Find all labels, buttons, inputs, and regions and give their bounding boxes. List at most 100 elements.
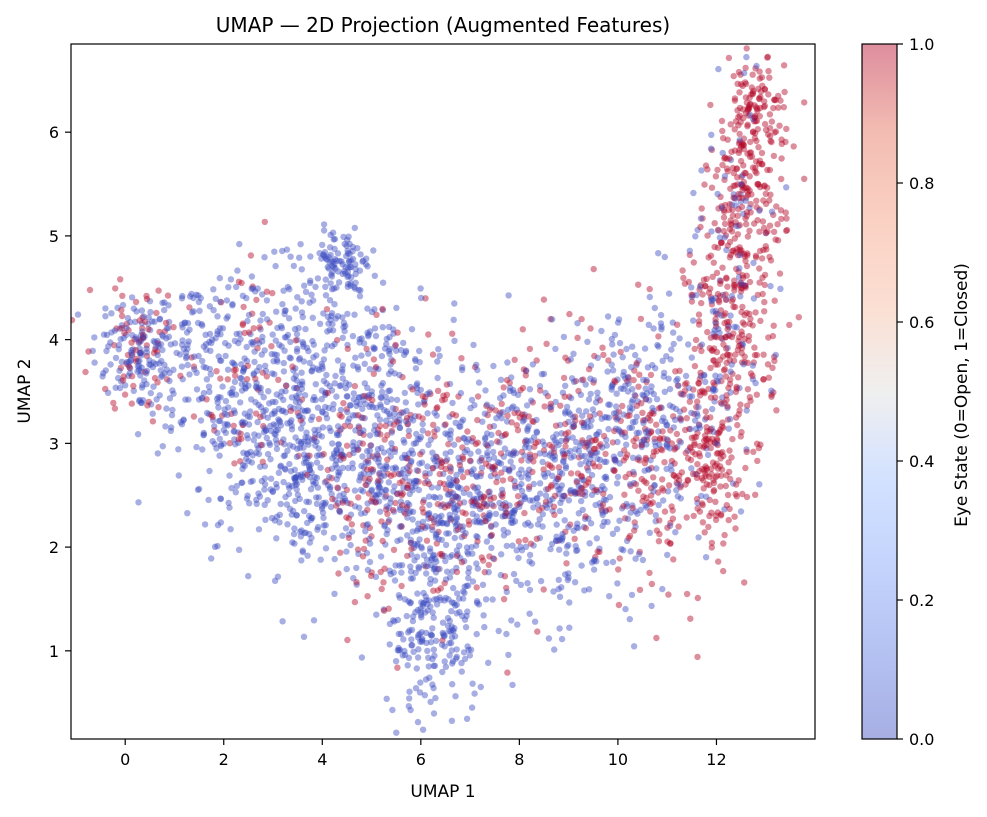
scatter-point xyxy=(396,479,403,487)
scatter-point xyxy=(214,429,221,437)
scatter-point xyxy=(129,346,137,353)
scatter-point xyxy=(547,315,554,323)
scatter-point xyxy=(593,558,600,565)
scatter-point xyxy=(695,380,702,387)
scatter-point xyxy=(640,392,647,399)
scatter-point xyxy=(210,307,217,314)
scatter-point xyxy=(553,431,560,438)
scatter-point xyxy=(499,501,507,508)
scatter-point xyxy=(622,382,629,389)
scatter-point xyxy=(580,423,588,431)
scatter-point xyxy=(465,521,473,528)
scatter-point xyxy=(326,383,333,390)
scatter-point xyxy=(574,320,581,327)
scatter-point xyxy=(300,444,307,451)
scatter-point xyxy=(145,320,152,328)
scatter-point xyxy=(372,365,379,372)
scatter-point xyxy=(776,270,784,277)
scatter-point xyxy=(761,298,768,306)
scatter-point xyxy=(262,427,270,434)
scatter-point xyxy=(703,481,710,488)
scatter-point xyxy=(786,321,793,329)
scatter-point xyxy=(724,404,731,411)
scatter-point xyxy=(622,605,629,613)
scatter-point xyxy=(646,397,653,404)
scatter-point xyxy=(506,387,514,395)
scatter-point xyxy=(308,534,315,542)
scatter-point xyxy=(230,422,237,429)
scatter-point xyxy=(228,391,236,399)
scatter-point xyxy=(340,400,347,407)
scatter-point xyxy=(688,291,695,298)
scatter-point xyxy=(483,442,491,449)
scatter-point xyxy=(726,254,734,261)
scatter-point xyxy=(431,433,438,440)
scatter-point xyxy=(473,532,480,540)
scatter-point xyxy=(424,607,431,614)
scatter-point xyxy=(569,434,576,441)
scatter-point xyxy=(480,612,487,619)
scatter-point xyxy=(212,335,219,342)
scatter-point xyxy=(249,477,256,485)
scatter-point xyxy=(588,559,596,566)
scatter-point xyxy=(736,146,743,154)
scatter-point xyxy=(521,444,529,451)
scatter-point xyxy=(473,473,481,481)
scatter-point xyxy=(346,250,353,257)
scatter-point xyxy=(667,519,674,527)
scatter-point xyxy=(287,355,294,362)
scatter-point xyxy=(291,525,298,532)
scatter-point xyxy=(240,449,247,456)
scatter-point xyxy=(326,486,334,493)
scatter-point xyxy=(354,363,361,371)
scatter-point xyxy=(555,576,562,584)
scatter-point xyxy=(727,376,734,383)
scatter-point xyxy=(256,363,263,371)
scatter-point xyxy=(562,571,569,578)
scatter-point xyxy=(117,276,124,283)
scatter-point xyxy=(327,503,335,511)
scatter-point xyxy=(241,365,248,372)
scatter-point xyxy=(359,405,366,413)
scatter-point xyxy=(364,393,371,400)
scatter-point xyxy=(437,457,444,464)
scatter-point xyxy=(344,408,351,416)
scatter-point xyxy=(450,441,458,448)
scatter-point xyxy=(513,422,520,429)
scatter-point xyxy=(573,547,580,554)
scatter-point xyxy=(253,337,261,344)
scatter-point xyxy=(676,477,683,484)
scatter-point xyxy=(645,430,653,437)
scatter-point xyxy=(292,305,299,312)
scatter-point xyxy=(263,373,270,380)
scatter-point xyxy=(409,613,417,620)
scatter-point xyxy=(524,425,531,432)
scatter-point xyxy=(620,411,627,418)
scatter-point xyxy=(407,539,415,547)
scatter-point xyxy=(355,424,363,431)
scatter-point xyxy=(722,334,729,341)
scatter-point xyxy=(411,540,418,548)
scatter-point xyxy=(616,517,623,524)
scatter-point xyxy=(624,388,632,395)
scatter-point xyxy=(589,451,596,459)
scatter-point xyxy=(357,429,365,436)
scatter-point xyxy=(429,523,436,531)
scatter-point xyxy=(414,553,421,560)
scatter-point xyxy=(719,291,727,299)
scatter-point xyxy=(642,385,649,392)
scatter-point xyxy=(732,351,739,358)
scatter-point xyxy=(611,427,618,435)
scatter-point xyxy=(711,326,718,334)
scatter-point xyxy=(445,490,453,498)
scatter-point xyxy=(558,430,565,437)
scatter-point xyxy=(378,473,385,480)
scatter-point xyxy=(400,484,407,491)
scatter-point xyxy=(722,310,729,317)
scatter-point xyxy=(273,484,280,491)
scatter-point xyxy=(473,472,480,479)
scatter-point xyxy=(569,424,576,431)
scatter-point xyxy=(708,347,715,354)
scatter-point xyxy=(407,459,415,466)
scatter-point xyxy=(403,407,410,415)
